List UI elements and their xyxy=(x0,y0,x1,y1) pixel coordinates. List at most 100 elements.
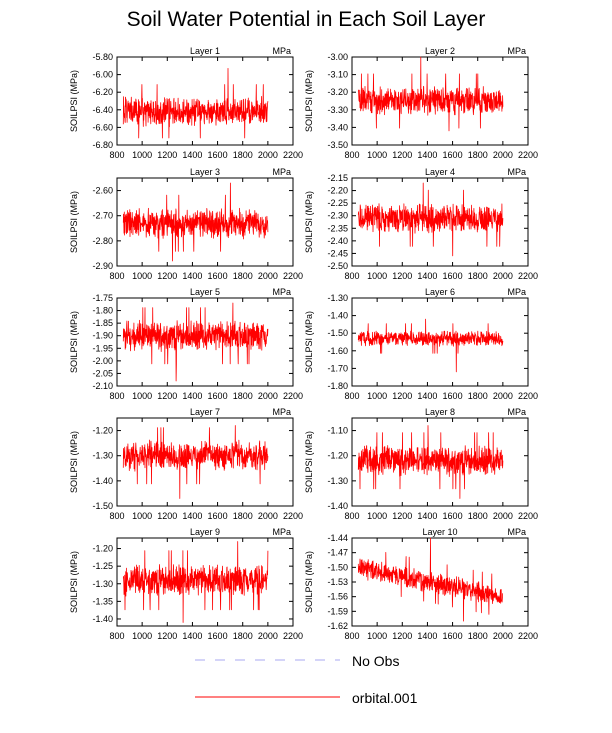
x-tick-label: 1200 xyxy=(157,391,177,401)
y-axis-label: SOILPSI (MPa) xyxy=(69,70,79,132)
y-axis-label: SOILPSI (MPa) xyxy=(69,311,79,373)
y-tick-label: -2.90 xyxy=(92,261,113,271)
x-tick-label: 1000 xyxy=(367,150,387,160)
x-tick-label: 2200 xyxy=(283,391,303,401)
x-tick-label: 1000 xyxy=(367,271,387,281)
panel-title: Layer 7 xyxy=(190,407,220,417)
x-tick-label: 1000 xyxy=(132,150,152,160)
series-line xyxy=(122,182,269,262)
series-line xyxy=(357,318,504,373)
x-tick-label: 1600 xyxy=(208,391,228,401)
x-tick-label: 2000 xyxy=(493,391,513,401)
y-tick-label: -2.80 xyxy=(92,236,113,246)
y-tick-label: -1.85 xyxy=(92,318,113,328)
y-tick-label: -3.30 xyxy=(327,105,348,115)
plot-frame xyxy=(351,537,529,627)
y-tick-label: -1.47 xyxy=(327,548,348,558)
x-tick-label: 800 xyxy=(344,271,359,281)
y-tick-label: -1.25 xyxy=(92,561,113,571)
y-tick-label: -2.50 xyxy=(327,261,348,271)
y-axis-label: SOILPSI (MPa) xyxy=(304,191,314,253)
y-tick-label: -3.00 xyxy=(327,52,348,62)
y-tick-label: -2.45 xyxy=(327,248,348,258)
plot-frame xyxy=(351,177,529,267)
y-tick-label: -1.44 xyxy=(327,533,348,543)
x-tick-label: 2200 xyxy=(518,271,538,281)
y-axis-label: SOILPSI (MPa) xyxy=(304,311,314,373)
y-tick-label: -1.95 xyxy=(92,343,113,353)
y-axis-label: SOILPSI (MPa) xyxy=(69,431,79,493)
x-tick-label: 2000 xyxy=(258,391,278,401)
panel-title: Layer 10 xyxy=(422,527,457,537)
chart-panel-7: Layer 7 MPa SOILPSI (MPa) 800 1000 1200 1400 16… xyxy=(69,407,303,521)
y-tick-label: -2.60 xyxy=(92,186,113,196)
y-tick-label: -1.30 xyxy=(327,476,348,486)
x-tick-label: 1800 xyxy=(233,391,253,401)
x-tick-label: 2200 xyxy=(518,511,538,521)
unit-label: MPa xyxy=(272,407,291,417)
y-tick-label: -2.70 xyxy=(92,211,113,221)
unit-label: MPa xyxy=(507,527,526,537)
x-tick-label: 800 xyxy=(344,391,359,401)
x-tick-label: 1800 xyxy=(468,631,488,641)
x-tick-label: 1400 xyxy=(417,150,437,160)
x-tick-label: 1600 xyxy=(443,391,463,401)
x-tick-label: 800 xyxy=(109,391,124,401)
chart-panel-10: Layer 10 MPa SOILPSI (MPa) 800 1000 1200 1400 1… xyxy=(304,527,538,641)
x-tick-label: 1600 xyxy=(208,631,228,641)
x-tick-label: 1000 xyxy=(132,271,152,281)
y-tick-label: -1.40 xyxy=(327,501,348,511)
x-tick-label: 800 xyxy=(344,631,359,641)
y-tick-label: -6.60 xyxy=(92,122,113,132)
y-tick-label: -2.00 xyxy=(92,356,113,366)
x-tick-label: 2200 xyxy=(518,631,538,641)
panel-title: Layer 1 xyxy=(190,46,220,56)
x-tick-label: 2000 xyxy=(258,271,278,281)
chart-panel-5: Layer 5 MPa SOILPSI (MPa) 800 1000 1200 1400 16… xyxy=(69,287,303,401)
x-tick-label: 2000 xyxy=(493,150,513,160)
y-tick-label: -1.70 xyxy=(327,363,348,373)
panel-title: Layer 2 xyxy=(425,46,455,56)
y-axis-label: SOILPSI (MPa) xyxy=(69,191,79,253)
x-tick-label: 1200 xyxy=(392,511,412,521)
series-line xyxy=(357,182,504,257)
x-tick-label: 1400 xyxy=(182,391,202,401)
y-axis-label: SOILPSI (MPa) xyxy=(304,551,314,613)
y-tick-label: -2.20 xyxy=(327,186,348,196)
y-tick-label: -1.40 xyxy=(92,476,113,486)
y-axis-label: SOILPSI (MPa) xyxy=(304,431,314,493)
x-tick-label: 2000 xyxy=(258,511,278,521)
plot-frame xyxy=(116,417,294,507)
plot-frame xyxy=(116,297,294,387)
x-tick-label: 1800 xyxy=(233,271,253,281)
x-tick-label: 1000 xyxy=(367,511,387,521)
y-tick-label: -3.20 xyxy=(327,87,348,97)
legend-label: orbital.001 xyxy=(352,690,418,706)
series-line xyxy=(357,537,504,622)
x-tick-label: 800 xyxy=(109,511,124,521)
series-line xyxy=(122,425,269,499)
y-tick-label: -3.50 xyxy=(327,140,348,150)
unit-label: MPa xyxy=(272,527,291,537)
y-tick-label: -2.35 xyxy=(327,223,348,233)
y-tick-label: -1.35 xyxy=(92,596,113,606)
x-tick-label: 800 xyxy=(344,511,359,521)
unit-label: MPa xyxy=(272,167,291,177)
y-tick-label: -1.53 xyxy=(327,577,348,587)
unit-label: MPa xyxy=(272,46,291,56)
x-tick-label: 1200 xyxy=(157,271,177,281)
panel-title: Layer 4 xyxy=(425,167,455,177)
series-line xyxy=(122,541,269,623)
y-tick-label: -2.25 xyxy=(327,198,348,208)
series-line xyxy=(357,425,504,499)
y-tick-label: -1.20 xyxy=(327,451,348,461)
x-tick-label: 2000 xyxy=(258,631,278,641)
y-tick-label: -6.40 xyxy=(92,105,113,115)
x-tick-label: 1600 xyxy=(443,271,463,281)
y-tick-label: -5.80 xyxy=(92,52,113,62)
x-tick-label: 1600 xyxy=(443,150,463,160)
y-tick-label: -1.20 xyxy=(92,426,113,436)
y-tick-label: -1.50 xyxy=(92,501,113,511)
x-tick-label: 2200 xyxy=(283,631,303,641)
panel-title: Layer 3 xyxy=(190,167,220,177)
